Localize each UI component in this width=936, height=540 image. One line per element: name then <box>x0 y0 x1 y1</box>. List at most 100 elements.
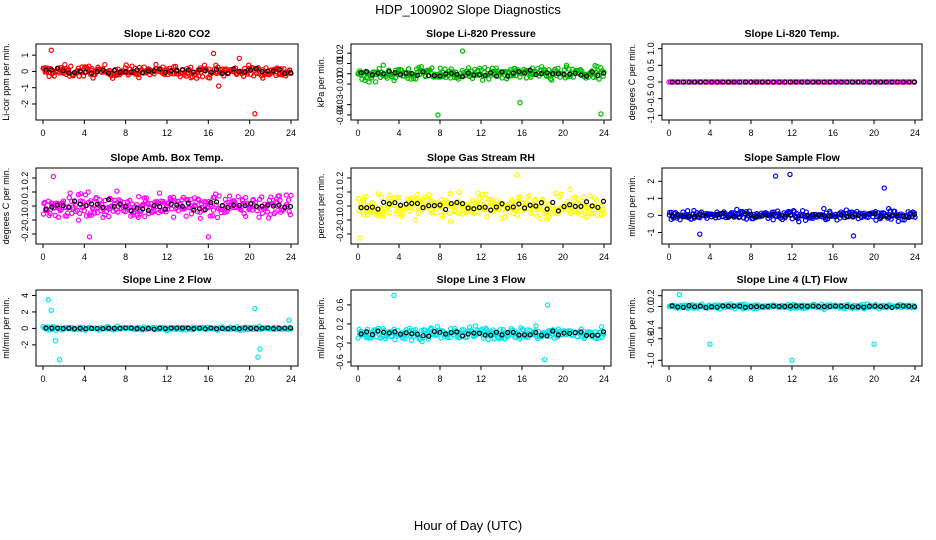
hourly-point <box>369 72 375 78</box>
hourly-point <box>900 303 906 309</box>
data-point <box>428 326 435 332</box>
data-point <box>447 210 453 216</box>
y-tick-label: -0.2 <box>20 226 30 242</box>
hourly-point <box>748 79 754 85</box>
hourly-point <box>49 67 55 73</box>
x-tick-label: 0 <box>355 128 360 138</box>
y-tick-label: 0 <box>20 326 30 331</box>
hourly-point <box>106 325 112 331</box>
hourly-point <box>675 79 681 85</box>
hourly-point <box>208 325 214 331</box>
hourly-point <box>787 303 794 309</box>
hourly-point <box>510 70 516 76</box>
hourly-point <box>692 304 698 310</box>
hourly-point <box>476 72 483 78</box>
x-tick-label: 0 <box>40 128 45 138</box>
data-point <box>55 214 62 220</box>
hourly-point <box>259 325 265 331</box>
y-axis-label: kPa per min. <box>316 57 326 108</box>
hourly-point <box>134 67 140 73</box>
data-point <box>242 213 249 220</box>
hourly-point <box>100 67 106 73</box>
hourly-point <box>482 332 488 338</box>
data-point <box>486 76 492 82</box>
data-point <box>197 215 203 222</box>
hourly-point <box>459 333 466 339</box>
hourly-point <box>282 325 288 331</box>
hourly-point <box>151 68 157 74</box>
hourly-point <box>849 304 856 310</box>
series-hourly <box>669 79 918 85</box>
data-point <box>412 197 418 203</box>
hourly-point <box>544 333 550 339</box>
data-point <box>192 202 199 209</box>
hourly-point <box>799 303 805 309</box>
data-point <box>402 336 408 342</box>
hourly-point <box>54 202 61 208</box>
data-point <box>447 334 453 341</box>
hourly-point <box>765 79 771 85</box>
hourly-point <box>88 70 95 76</box>
hourly-point <box>770 211 777 217</box>
x-tick-label: 16 <box>828 128 838 138</box>
panel-title: Slope Line 2 Flow <box>123 274 213 286</box>
y-tick-label: 0.02 <box>335 44 345 62</box>
data-point <box>563 62 570 68</box>
hourly-point <box>776 79 782 85</box>
hourly-point <box>583 73 590 79</box>
outlier-point <box>850 233 857 239</box>
x-tick-label: 12 <box>476 374 486 384</box>
hourly-point <box>561 203 567 210</box>
hourly-point <box>265 325 271 331</box>
data-point <box>483 191 489 197</box>
hourly-point <box>589 332 595 339</box>
x-tick-label: 8 <box>123 374 128 384</box>
hourly-point <box>43 206 49 212</box>
data-point <box>499 75 505 81</box>
hourly-point <box>364 69 370 75</box>
hourly-point <box>225 70 231 77</box>
hourly-point <box>488 70 494 76</box>
data-point <box>145 201 151 207</box>
hourly-point <box>708 79 715 85</box>
x-tick-label: 16 <box>828 374 838 384</box>
hourly-point <box>787 212 794 218</box>
data-point <box>461 327 467 333</box>
hourly-point <box>782 303 788 310</box>
data-point <box>429 65 435 71</box>
hourly-point <box>83 326 89 332</box>
data-point <box>500 326 506 333</box>
hourly-point <box>369 332 375 338</box>
hourly-point <box>838 303 844 309</box>
series-hourly <box>43 65 294 77</box>
hourly-point <box>270 203 277 209</box>
y-tick-label: -0.4 <box>646 320 656 336</box>
data-point <box>770 217 776 223</box>
hourly-point <box>855 79 861 85</box>
hourly-point <box>686 303 692 309</box>
hourly-point <box>861 79 867 85</box>
y-tick-label: 0.6 <box>335 299 345 312</box>
data-point <box>259 210 266 216</box>
y-tick-label: -0.04 <box>335 105 345 126</box>
x-tick-label: 24 <box>286 252 296 262</box>
data-point <box>499 206 506 212</box>
y-tick-label: 0.0 <box>646 300 656 313</box>
outlier-point <box>257 346 263 352</box>
hourly-point <box>191 69 197 75</box>
hourly-point <box>703 213 709 219</box>
hourly-point <box>550 328 556 334</box>
hourly-point <box>883 213 889 220</box>
series-hourly <box>669 210 918 221</box>
hourly-point <box>793 214 799 221</box>
data-point <box>433 209 439 216</box>
hourly-point <box>827 79 833 85</box>
data-point <box>142 213 148 220</box>
hourly-point <box>533 203 539 209</box>
hourly-point <box>392 329 398 335</box>
x-tick-label: 8 <box>748 128 753 138</box>
data-point <box>528 210 534 216</box>
outlier-point <box>517 99 523 106</box>
y-axis-label: Li-cor ppm per min. <box>1 43 11 121</box>
hourly-point <box>77 325 83 331</box>
